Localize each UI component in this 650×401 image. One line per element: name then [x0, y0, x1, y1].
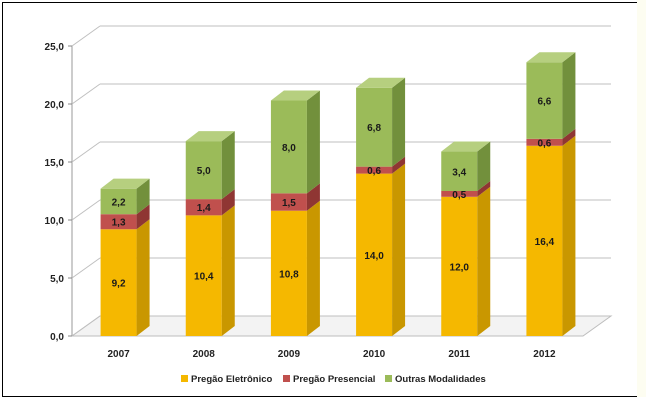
bar-segment-0-front [526, 145, 563, 336]
bar-segment-2-side [477, 141, 491, 191]
bar-segment-1-front [356, 166, 393, 174]
bar-segment-2-front [185, 141, 222, 200]
bar-data-label: 0,6 [367, 166, 381, 177]
bar-segment-1-side [306, 183, 320, 211]
bar-segment-2-front [441, 151, 478, 191]
x-tick-label: 2012 [533, 349, 556, 360]
bar-segment-0-side [306, 200, 320, 336]
bar-data-label: 1,5 [282, 198, 296, 209]
bar-data-label: 0,6 [537, 138, 551, 149]
x-tick-label: 2008 [193, 349, 216, 360]
x-tick-label: 2009 [278, 349, 301, 360]
x-tick-label: 2007 [107, 349, 130, 360]
bar-segment-1-front [526, 138, 563, 146]
bar-segment-0-side [392, 163, 406, 336]
bar-segment-0-side [136, 219, 150, 336]
bar-segment-2-front [526, 62, 563, 139]
y-tick-label: 25,0 [45, 42, 65, 53]
gridline-depth [71, 257, 101, 279]
bar-segment-1-side [392, 156, 406, 174]
bar-data-label: 9,2 [112, 279, 126, 290]
y-tick-label: 5,0 [50, 274, 64, 285]
gridline-depth [71, 199, 101, 221]
x-tick-label: 2011 [448, 349, 470, 360]
bar-data-label: 1,3 [112, 218, 126, 229]
bar-segment-2-side [392, 77, 406, 167]
bar-data-label: 6,6 [537, 97, 551, 108]
bar-data-label: 14,0 [364, 251, 384, 262]
bar-data-label: 5,0 [197, 166, 211, 177]
bar-segment-1-front [441, 191, 478, 197]
bar-segment-0-side [221, 205, 235, 336]
bar-segment-2-side [306, 90, 320, 194]
frame-margin [637, 0, 646, 397]
bar-top-cap [185, 131, 235, 142]
gridline-depth [71, 25, 101, 47]
bar-segment-2-side [136, 178, 150, 215]
bar-segment-2-front [100, 188, 137, 215]
bar-segment-2-front [270, 100, 307, 194]
legend-swatch [181, 375, 188, 382]
bar-data-label: 10,4 [194, 272, 214, 283]
bar-segment-2-side [221, 131, 235, 200]
bar-segment-1-front [100, 214, 137, 230]
y-tick-label: 0,0 [50, 332, 64, 343]
gridline-depth [71, 83, 101, 105]
bar-data-label: 6,8 [367, 123, 381, 134]
bar-data-label: 1,4 [197, 203, 211, 214]
bar-segment-2-front [356, 87, 393, 167]
bar-data-label: 8,0 [282, 143, 296, 154]
legend-swatch [385, 375, 392, 382]
bar-data-label: 12,0 [450, 262, 470, 273]
x-tick-label: 2010 [363, 349, 386, 360]
bar-segment-1-front [270, 193, 307, 211]
bar-top-cap [356, 77, 406, 88]
bar-segment-0-side [562, 135, 576, 336]
bar-segment-2-side [562, 52, 576, 139]
bar-data-label: 2,2 [112, 197, 126, 208]
legend-swatch [283, 375, 290, 382]
bar-segment-1-side [562, 128, 576, 146]
bar-top-cap [441, 141, 491, 152]
y-tick-label: 20,0 [45, 100, 65, 111]
bar-top-cap [100, 178, 150, 189]
bar-segment-0-front [185, 215, 222, 336]
bar-segment-1-side [221, 189, 235, 216]
y-tick-label: 15,0 [45, 158, 65, 169]
gridline-depth [71, 315, 101, 337]
bar-segment-0-front [356, 173, 393, 336]
bar-segment-0-front [441, 196, 478, 336]
legend-label: Pregão Eletrônico [191, 374, 272, 385]
bar-top-cap [270, 90, 320, 101]
gridline-depth [71, 141, 101, 163]
bar-segment-1-front [185, 199, 222, 216]
bar-top-cap [526, 52, 576, 63]
legend-label: Outras Modalidades [395, 374, 486, 385]
bar-data-label: 10,8 [279, 269, 299, 280]
bar-segment-0-front [100, 229, 137, 336]
bar-data-label: 16,4 [535, 237, 555, 248]
bar-data-label: 0,5 [452, 190, 466, 201]
bar-segment-1-side [477, 181, 491, 197]
y-tick-label: 10,0 [45, 216, 65, 227]
bar-data-label: 3,4 [452, 167, 466, 178]
bar-segment-0-side [477, 186, 491, 336]
legend-label: Pregão Presencial [293, 374, 375, 385]
bar-segment-0-front [270, 210, 307, 336]
bar-segment-1-side [136, 204, 150, 230]
